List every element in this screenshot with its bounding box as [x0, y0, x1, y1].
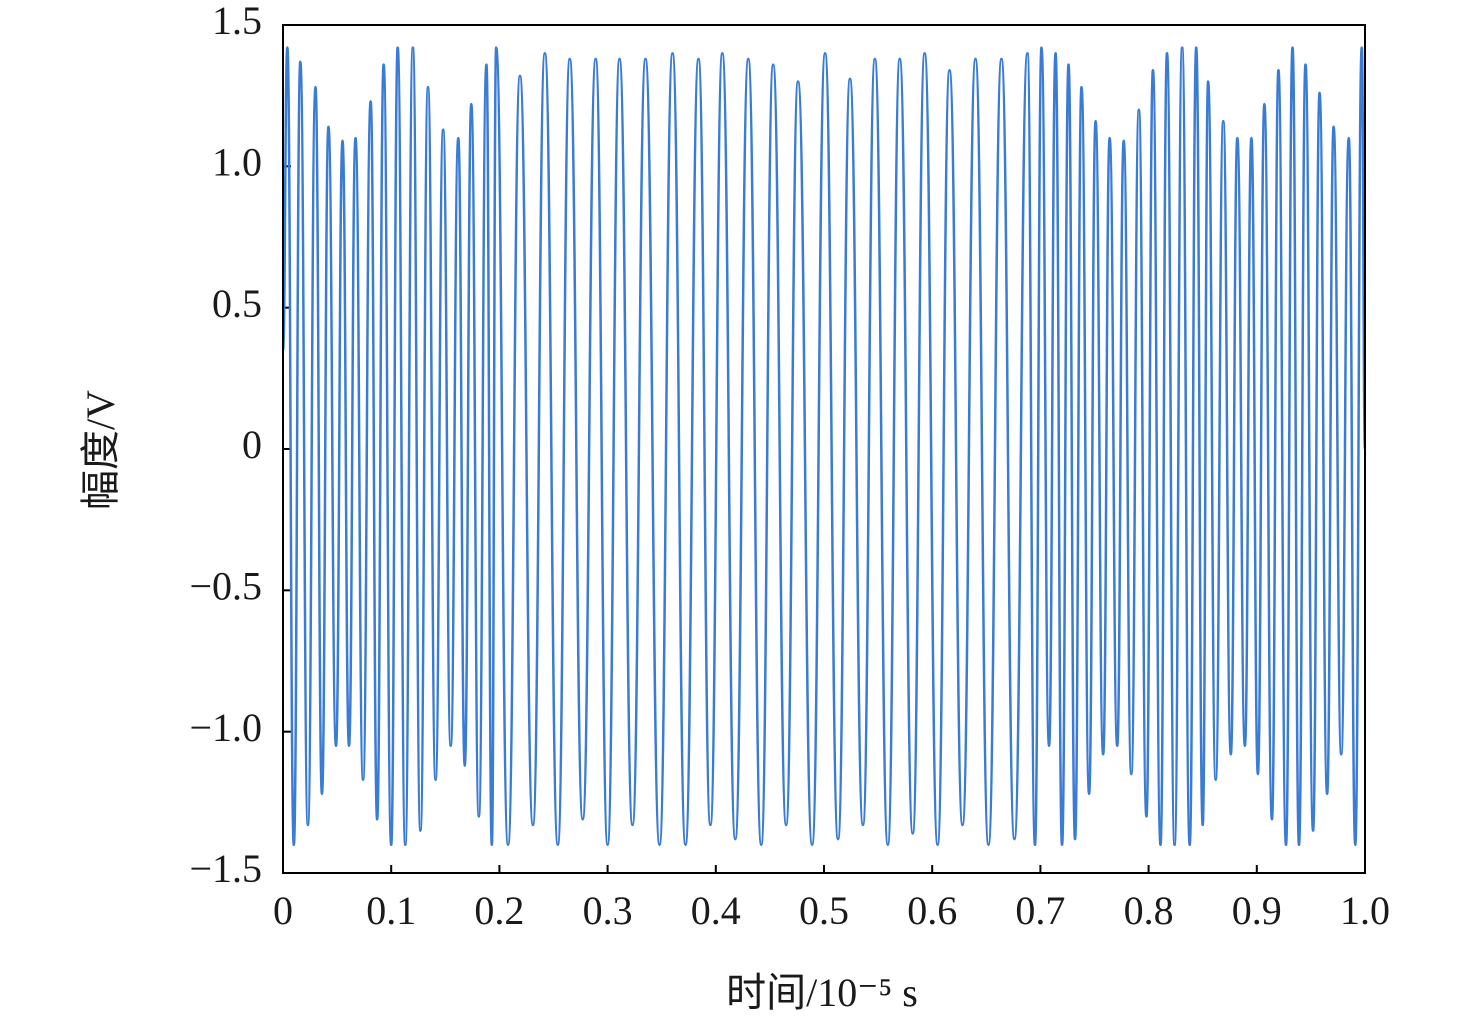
plot-frame [282, 24, 1366, 874]
x-tick-label: 0.7 [1015, 888, 1065, 933]
y-tick-label: 1.5 [212, 0, 262, 43]
x-tick-label: 0.9 [1232, 888, 1282, 933]
y-tick-label: −1.5 [189, 846, 262, 891]
x-tick-label: 1.0 [1340, 888, 1390, 933]
x-tick-label: 0 [273, 888, 293, 933]
x-tick-label: 0.6 [907, 888, 957, 933]
data-line [281, 46, 1367, 846]
y-tick-label: −0.5 [189, 564, 262, 609]
x-axis-title: 时间/10⁻⁵ s [726, 970, 918, 1015]
x-tick-label: 0.4 [691, 888, 741, 933]
y-axis-title: 幅度/V [78, 390, 123, 510]
y-tick-label: 0.5 [212, 281, 262, 326]
x-tick-label: 0.2 [474, 888, 524, 933]
x-tick-label: 0.5 [799, 888, 849, 933]
x-tick-label: 0.8 [1124, 888, 1174, 933]
y-tick-label: 1.0 [212, 140, 262, 185]
x-tick-label: 0.1 [366, 888, 416, 933]
x-tick-label: 0.3 [583, 888, 633, 933]
y-tick-label: 0 [242, 422, 262, 467]
y-tick-label: −1.0 [189, 705, 262, 750]
